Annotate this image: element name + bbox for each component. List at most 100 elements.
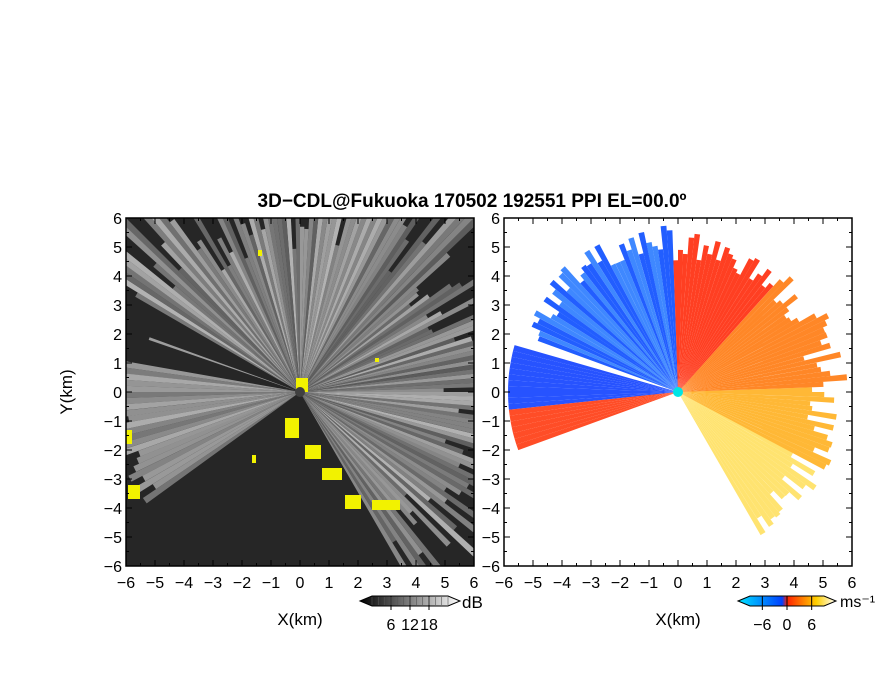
reflectivity-ray <box>172 285 297 390</box>
velocity-ray-receding <box>681 317 800 390</box>
reflectivity-ray <box>301 218 373 389</box>
velocity-ray-receding <box>678 253 688 388</box>
velocity-ray-receding <box>678 253 713 389</box>
reflectivity-y-axis-label: Y(km) <box>57 369 76 414</box>
reflectivity-ray <box>244 257 299 389</box>
reflectivity-ray <box>304 378 474 392</box>
reflectivity-ray <box>303 394 447 492</box>
velocity-ray-receding <box>680 395 775 520</box>
velocity-ray-receding <box>681 392 834 431</box>
reflectivity-ray <box>301 218 357 389</box>
reflectivity-ray <box>295 218 300 388</box>
reflectivity-ray <box>126 393 297 442</box>
velocity-ray-approaching <box>559 301 675 390</box>
velocity-ray-receding <box>680 258 760 389</box>
x-tick-label: −6 <box>117 575 135 592</box>
velocity-ray-receding <box>681 307 790 390</box>
reflectivity-ray <box>217 237 299 389</box>
velocity-ray-receding <box>680 395 762 519</box>
reflectivity-ray <box>161 242 298 390</box>
velocity-ray-receding <box>681 313 817 391</box>
velocity-ray-receding <box>682 392 835 403</box>
radar-site-marker <box>295 387 305 397</box>
velocity-ray-receding <box>679 272 741 389</box>
reflectivity-ray <box>159 218 298 389</box>
velocity-ray-approaching <box>638 232 678 389</box>
x-tick-label: 4 <box>790 575 799 592</box>
reflectivity-ray <box>303 393 474 449</box>
reflectivity-ray <box>302 395 441 566</box>
reflectivity-ray <box>152 394 297 490</box>
velocity-ray <box>513 393 675 439</box>
y-tick-label: −3 <box>104 472 122 489</box>
reflectivity-ray <box>301 218 389 389</box>
reflectivity-colorbar-unit: dB <box>462 593 483 612</box>
velocity-ray-receding <box>680 395 774 527</box>
velocity-ray-receding <box>681 320 828 391</box>
high-echo-region <box>322 468 342 480</box>
reflectivity-ray <box>300 218 342 389</box>
reflectivity-ray <box>302 252 451 390</box>
reflectivity-ray <box>304 392 474 402</box>
reflectivity-ray <box>302 241 426 389</box>
velocity-ray-approaching <box>560 266 676 390</box>
velocity-ray-receding <box>678 259 702 389</box>
reflectivity-ray <box>303 327 430 391</box>
reflectivity-ray <box>303 311 443 391</box>
velocity-ray-approaching <box>543 296 675 390</box>
x-tick-label: 6 <box>470 575 479 592</box>
y-tick-label: 3 <box>491 298 500 315</box>
reflectivity-ray <box>221 268 298 389</box>
reflectivity-ray <box>300 218 314 388</box>
reflectivity-ray <box>304 392 459 413</box>
reflectivity-ray <box>233 218 299 389</box>
reflectivity-ray <box>126 272 297 390</box>
x-tick-label: 2 <box>732 575 741 592</box>
x-tick-label: 1 <box>325 575 334 592</box>
reflectivity-ray <box>303 337 456 391</box>
y-tick-label: 5 <box>491 240 500 257</box>
y-tick-label: −6 <box>104 559 122 576</box>
reflectivity-ray <box>302 395 418 526</box>
reflectivity-ray <box>148 337 297 391</box>
velocity-ray-receding <box>681 392 837 420</box>
reflectivity-ray <box>300 218 328 388</box>
velocity-ray-receding <box>680 299 777 390</box>
reflectivity-ray <box>303 393 474 444</box>
reflectivity-ray <box>303 394 448 503</box>
reflectivity-ray <box>300 226 305 388</box>
velocity-ray <box>508 392 674 416</box>
velocity-ray-approaching <box>533 310 675 391</box>
velocity-ray-receding <box>679 253 734 389</box>
reflectivity-ray <box>300 218 323 388</box>
reflectivity-ray <box>303 319 474 391</box>
reflectivity-ray <box>300 228 309 388</box>
velocity-ray-approaching <box>618 243 677 389</box>
reflectivity-ray <box>142 394 297 504</box>
velocity-ray-receding <box>682 392 813 411</box>
velocity-ray-approaching <box>552 289 675 390</box>
reflectivity-ray <box>153 262 297 390</box>
velocity-ray-receding <box>680 268 772 389</box>
velocity-ray-receding <box>681 393 815 452</box>
reflectivity-ray <box>142 393 297 482</box>
reflectivity-ray <box>303 393 446 444</box>
reflectivity-ray <box>302 395 407 566</box>
velocity-ray-receding <box>680 394 774 495</box>
velocity-ray-receding <box>679 258 737 389</box>
x-tick-label: −2 <box>233 575 251 592</box>
reflectivity-ray <box>303 336 473 391</box>
velocity-ray-approaching <box>658 249 678 388</box>
velocity-ray-receding <box>681 393 815 431</box>
velocity-ray-receding <box>679 267 738 389</box>
reflectivity-ray <box>301 218 383 389</box>
reflectivity-ray <box>300 244 340 389</box>
colorbar-tick-label: 6 <box>807 617 816 634</box>
reflectivity-ray <box>302 270 392 389</box>
y-tick-label: 4 <box>113 269 122 286</box>
reflectivity-ray <box>301 218 367 389</box>
reflectivity-ray <box>302 218 457 389</box>
reflectivity-ray <box>138 393 297 457</box>
